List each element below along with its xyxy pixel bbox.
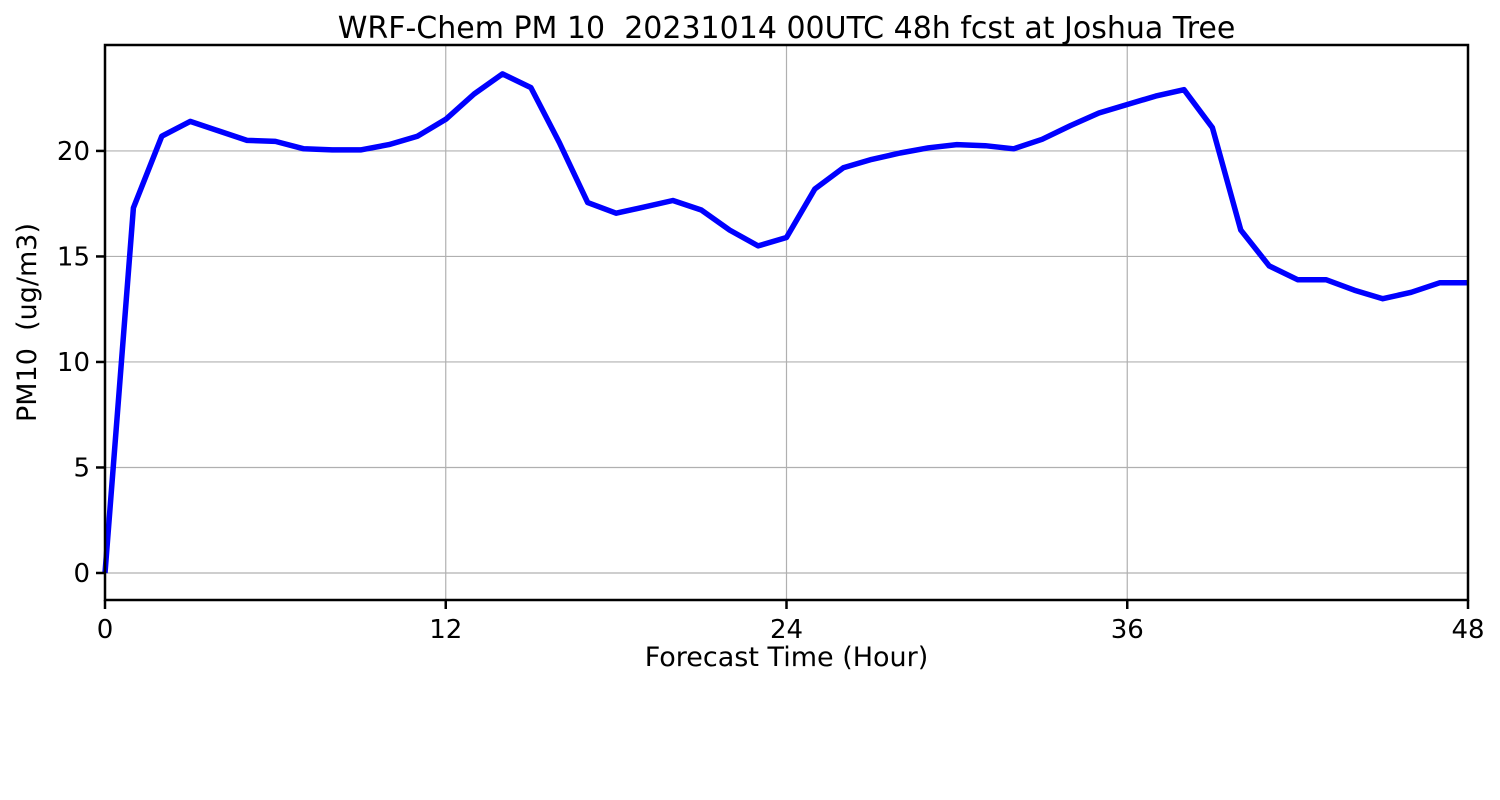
y-tick-label: 5 [73,453,90,483]
y-tick-label: 0 [73,559,90,589]
chart-title: WRF-Chem PM 10 20231014 00UTC 48h fcst a… [338,11,1236,46]
x-tick-label: 0 [97,615,114,645]
x-tick-label: 12 [429,615,462,645]
tick-layer [96,149,1470,609]
grid-layer [104,45,1469,600]
tick-label-layer: 0 12 24 36 48 0 5 10 15 20 [57,137,1485,645]
x-tick-label: 24 [770,615,803,645]
x-axis-label: Forecast Time (Hour) [645,642,929,673]
y-tick-label: 15 [57,242,90,272]
pm10-series-line [102,71,1468,574]
x-tick-label: 48 [1451,615,1484,645]
x-tick-label: 36 [1111,615,1144,645]
y-axis-label: PM10 (ug/m3) [12,223,43,422]
y-tick-label: 20 [57,137,90,167]
y-tick-label: 10 [57,348,90,378]
